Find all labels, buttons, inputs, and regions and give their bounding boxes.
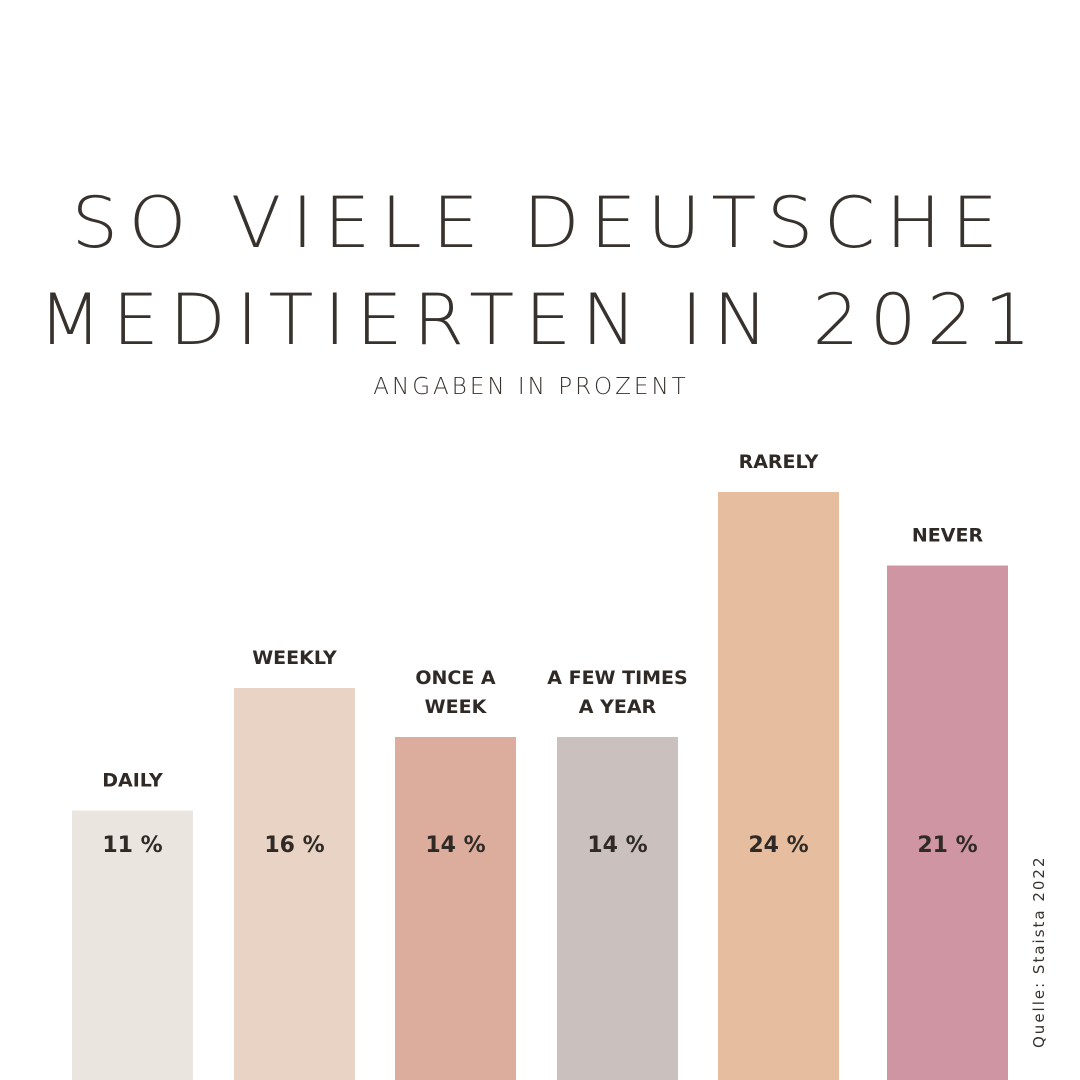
category-label: RARELY [739,451,819,473]
value-label: 11 % [102,833,162,858]
category-label: WEEKLY [252,647,337,669]
value-label: 16 % [264,833,324,858]
value-label: 24 % [748,833,808,858]
value-label: 14 % [587,833,647,858]
bar-never [887,565,1008,1080]
bar-rarely [718,492,839,1080]
bar-weekly [234,688,355,1080]
category-label: WEEK [425,696,488,718]
category-label: ONCE A [415,667,496,689]
value-label: 14 % [425,833,485,858]
bar-a-few-times-a-year [557,737,678,1080]
bar-daily [72,810,193,1080]
chart-title-line-2: MEDITIERTEN IN 2021 [38,279,1042,361]
chart-subtitle: ANGABEN IN PROZENT [373,374,689,400]
chart-title-line-1: SO VIELE DEUTSCHE [71,182,1009,264]
source-note: Quelle: Staista 2022 [1030,855,1048,1048]
category-label: NEVER [912,525,984,547]
category-label: A YEAR [579,696,657,718]
category-label: DAILY [102,770,163,792]
category-label: A FEW TIMES [547,667,687,689]
value-label: 21 % [917,833,977,858]
bar-once-a-week [395,737,516,1080]
